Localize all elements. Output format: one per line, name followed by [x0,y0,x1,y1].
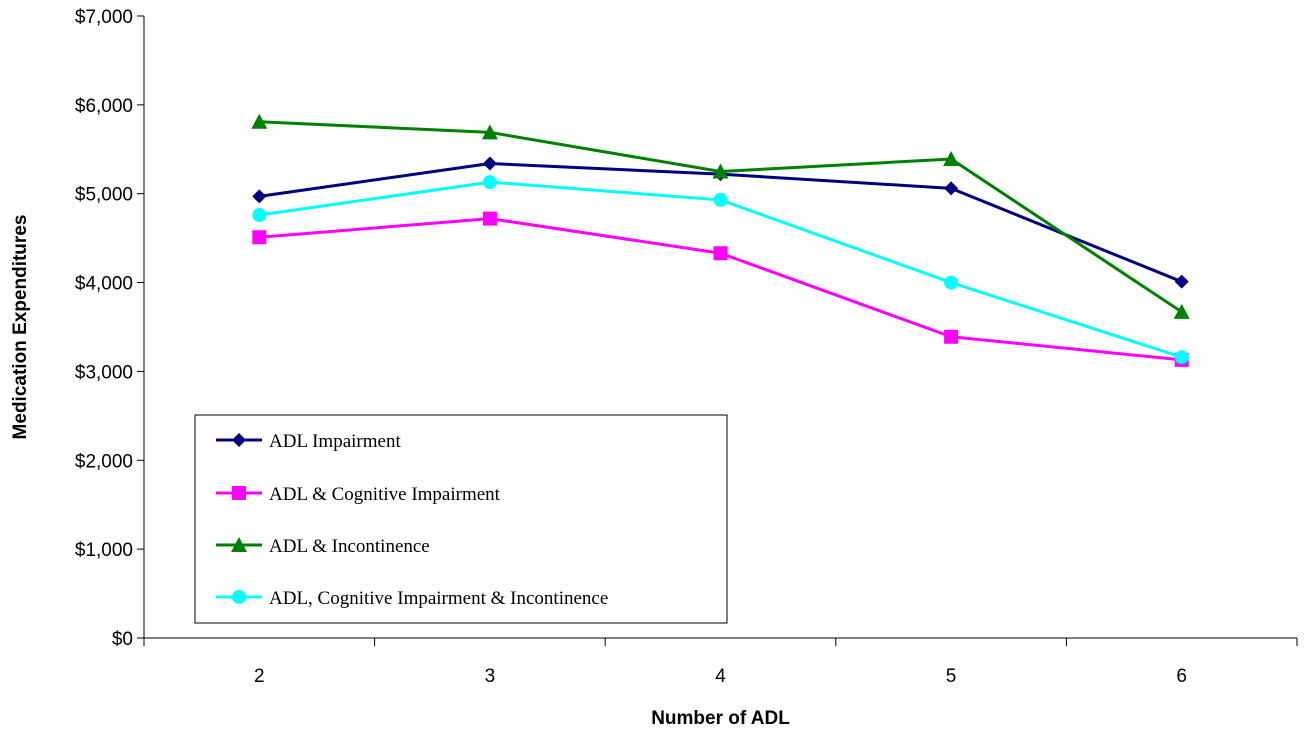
x-axis: 2 3 4 5 6 [143,637,1298,687]
data-point [251,113,268,129]
series-line [259,180,1183,359]
y-tick-label: $2,000 [75,451,133,472]
x-tick-label: 6 [1176,666,1187,687]
y-axis: $0 $1,000 $2,000 $3,000 $4,000 $5,000 $6,000 $7… [75,7,145,650]
data-point [481,124,498,140]
legend-label: ADL & Cognitive Impairment [269,484,501,505]
data-point [1174,274,1189,289]
legend-item: ADL & Incontinence [216,536,430,557]
data-point [482,175,497,190]
data-point [252,230,267,245]
data-point [712,163,729,179]
x-tick-label: 5 [946,666,957,687]
y-axis-title: Medication Expenditures [10,215,31,440]
legend-swatch-marker [232,486,246,500]
legend-item: ADL Impairment [216,431,401,452]
y-tick-label: $4,000 [75,274,133,295]
y-tick-label: $6,000 [75,96,133,117]
x-tick-label: 4 [715,666,726,687]
y-tick-label: $5,000 [75,185,133,206]
legend-box [194,414,728,624]
data-point [252,208,267,223]
series-line [259,217,1182,362]
series-line [259,162,1183,284]
y-tick-label: $1,000 [75,540,133,561]
legend-item: ADL, Cognitive Impairment & Incontinence [216,588,608,609]
data-point [713,246,728,261]
x-tick-label: 2 [254,666,265,687]
data-point [1173,303,1190,319]
data-point [252,189,267,204]
legend-item: ADL & Cognitive Impairment [216,484,501,505]
data-point [482,211,497,226]
series-layer [251,113,1190,367]
legend-label: ADL, Cognitive Impairment & Incontinence [269,588,608,609]
x-tick-label: 3 [485,666,496,687]
legend-label: ADL Impairment [269,431,401,452]
data-point [944,181,959,196]
series-line [259,120,1183,314]
series-4 [252,175,1189,365]
y-tick-label: $7,000 [75,7,133,28]
legend-label: ADL & Incontinence [269,536,430,557]
legend-swatch-marker [232,590,246,604]
series-2 [252,211,1189,367]
y-tick-label: $0 [112,629,133,650]
y-tick-label: $3,000 [75,362,133,383]
series-3 [251,113,1190,319]
data-point [482,156,497,171]
data-point [944,329,959,344]
legend-swatch-marker [231,537,247,552]
data-point [944,275,959,290]
legend: ADL Impairment ADL & Cognitive Impairment… [194,414,728,624]
data-point [1174,350,1189,365]
data-point [943,151,960,167]
legend-swatch-marker [232,433,246,447]
data-point [713,192,728,207]
x-axis-title: Number of ADL [651,708,790,729]
